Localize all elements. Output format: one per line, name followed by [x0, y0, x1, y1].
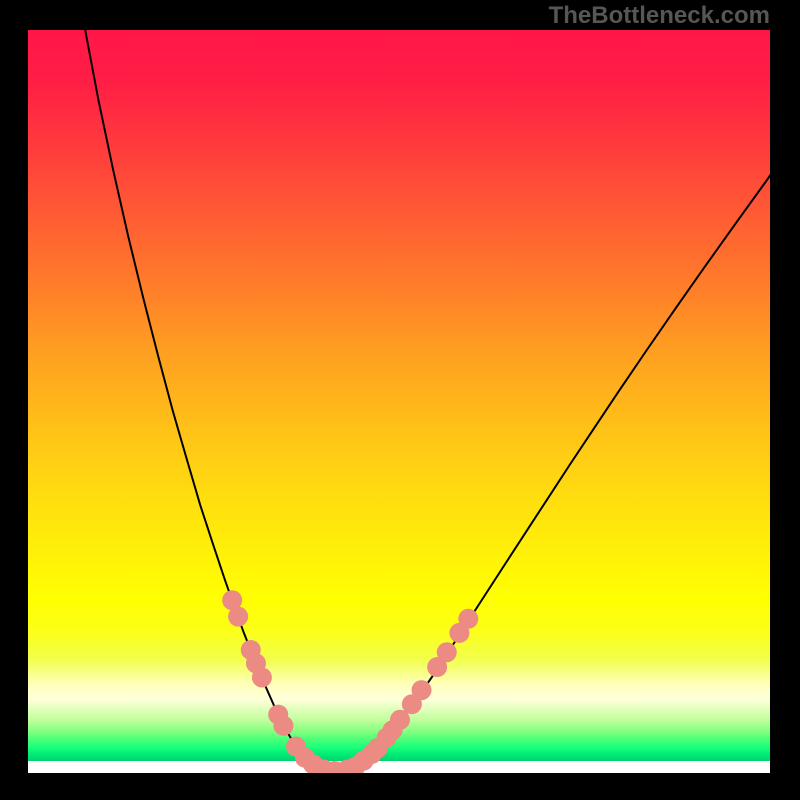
data-dot [411, 680, 431, 700]
data-dots [222, 590, 478, 772]
data-dot [273, 716, 293, 736]
border-bottom [0, 773, 800, 800]
border-left [0, 0, 28, 800]
data-dot [228, 607, 248, 627]
border-right [770, 0, 800, 800]
data-dot [458, 609, 478, 629]
watermark-text: TheBottleneck.com [549, 2, 770, 30]
bottleneck-curve [85, 30, 770, 771]
chart-frame: TheBottleneck.com [0, 0, 800, 800]
data-dot [436, 642, 456, 662]
chart-svg [28, 30, 771, 773]
plot-area [28, 30, 771, 773]
data-dot [251, 667, 271, 687]
